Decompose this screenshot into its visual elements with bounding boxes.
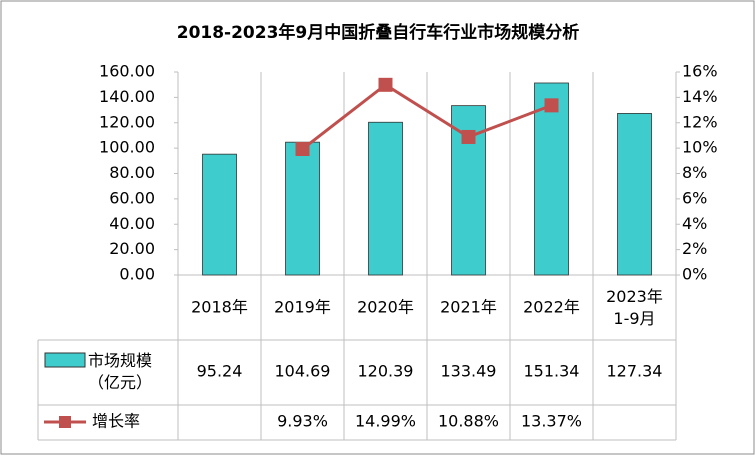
y-tick-label: 20.00 (109, 239, 155, 258)
y2-tick-label: 12% (682, 112, 718, 131)
y-tick-label: 0.00 (119, 265, 155, 284)
line (301, 82, 553, 151)
y-tick-label: 120.00 (99, 112, 155, 131)
y2-tick-label: 0% (682, 265, 707, 284)
y-tick-label: 40.00 (109, 214, 155, 233)
bar (285, 141, 320, 276)
x-tick-label: 2021年 (440, 298, 497, 317)
table-value: 14.99% (355, 412, 416, 431)
y2-tick-label: 6% (682, 188, 707, 207)
table-lines (37, 72, 677, 441)
y2-tick-label: 2% (682, 239, 707, 258)
y-tick-label: 100.00 (99, 138, 155, 157)
marker (378, 77, 393, 92)
table-value: 13.37% (521, 412, 582, 431)
table-value: 104.69 (275, 362, 331, 381)
legend-label: 市场规模（亿元） (88, 351, 152, 392)
x-tick-label: 2023年 1-9月 (606, 287, 663, 328)
table-value: 10.88% (438, 412, 499, 431)
y-tick-label: 160.00 (99, 62, 155, 81)
table-value: 9.93% (277, 412, 328, 431)
y2-tick-label: 4% (682, 214, 707, 233)
table-value: 127.34 (607, 362, 663, 381)
marker (461, 129, 476, 144)
legend-marker (59, 416, 71, 428)
y-tick-label: 80.00 (109, 163, 155, 182)
y-tick-label: 140.00 (99, 87, 155, 106)
x-tick-label: 2019年 (274, 298, 331, 317)
table-value: 133.49 (441, 362, 497, 381)
marker (544, 98, 559, 113)
bar (202, 153, 237, 276)
table-value: 120.39 (358, 362, 414, 381)
bar (368, 121, 403, 276)
x-tick-label: 2022年 (523, 298, 580, 317)
y2-tick-label: 16% (682, 62, 718, 81)
table-value: 95.24 (197, 362, 243, 381)
y-tick-label: 60.00 (109, 188, 155, 207)
bar (534, 82, 569, 276)
bar (617, 113, 652, 276)
y2-tick-label: 10% (682, 138, 718, 157)
chart-title: 2018-2023年9月中国折叠自行车行业市场规模分析 (177, 22, 580, 43)
marker (295, 142, 310, 157)
table-value: 151.34 (524, 362, 580, 381)
legend-swatch (44, 352, 86, 368)
x-tick-label: 2020年 (357, 298, 414, 317)
x-tick-label: 2018年 (191, 298, 248, 317)
y2-tick-label: 14% (682, 87, 718, 106)
legend-label: 增长率 (92, 412, 140, 431)
y2-tick-label: 8% (682, 163, 707, 182)
